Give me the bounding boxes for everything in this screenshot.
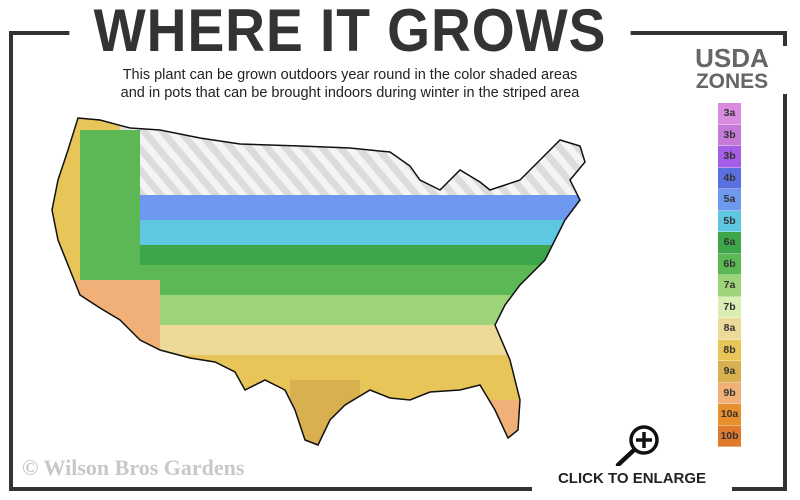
subtitle-line-2: and in pots that can be brought indoors …	[120, 85, 580, 101]
legend-title: USDA ZONES	[677, 43, 787, 94]
zone-bands	[52, 118, 585, 445]
legend-zone-6b: 6b	[718, 253, 741, 275]
legend-zone-7b: 7b	[718, 296, 741, 318]
subtitle-line-1: This plant can be grown outdoors year ro…	[122, 67, 578, 83]
legend-zone-10b: 10b	[718, 425, 741, 447]
copyright-watermark: © Wilson Bros Gardens	[22, 455, 245, 480]
legend-zone-5a: 5a	[718, 189, 741, 211]
legend-zone-4b: 4b	[718, 167, 741, 189]
usda-zone-map[interactable]	[40, 100, 600, 460]
zone-legend: 3a 3b 3b 4b 5a 5b 6a 6b 7a 7b 8a 8b 9a 9b 10a 10b	[718, 103, 741, 447]
frame-left	[9, 31, 13, 491]
us-outline	[51, 117, 586, 446]
legend-zone-6a: 6a	[718, 232, 741, 254]
legend-zone-9a: 9a	[718, 361, 741, 383]
click-to-enlarge-button[interactable]: CLICK TO ENLARGE	[532, 466, 732, 491]
magnifier-plus-icon[interactable]	[612, 424, 666, 468]
legend-zone-8b: 8b	[718, 339, 741, 361]
legend-title-line-1: USDA	[695, 43, 769, 73]
frame-bottom	[9, 487, 787, 491]
subtitle: This plant can be grown outdoors year ro…	[40, 66, 660, 102]
legend-zone-8a: 8a	[718, 318, 741, 340]
legend-zone-10a: 10a	[718, 404, 741, 426]
legend-zone-3b: 3b	[718, 124, 741, 146]
legend-zone-5b: 5b	[718, 210, 741, 232]
legend-title-line-2: ZONES	[695, 70, 769, 93]
legend-zone-3a: 3a	[718, 103, 741, 125]
legend-zone-9b: 9b	[718, 382, 741, 404]
frame-right	[783, 31, 787, 491]
page-title: WHERE IT GROWS	[69, 0, 631, 66]
legend-zone-3b: 3b	[718, 146, 741, 168]
legend-zone-7a: 7a	[718, 275, 741, 297]
